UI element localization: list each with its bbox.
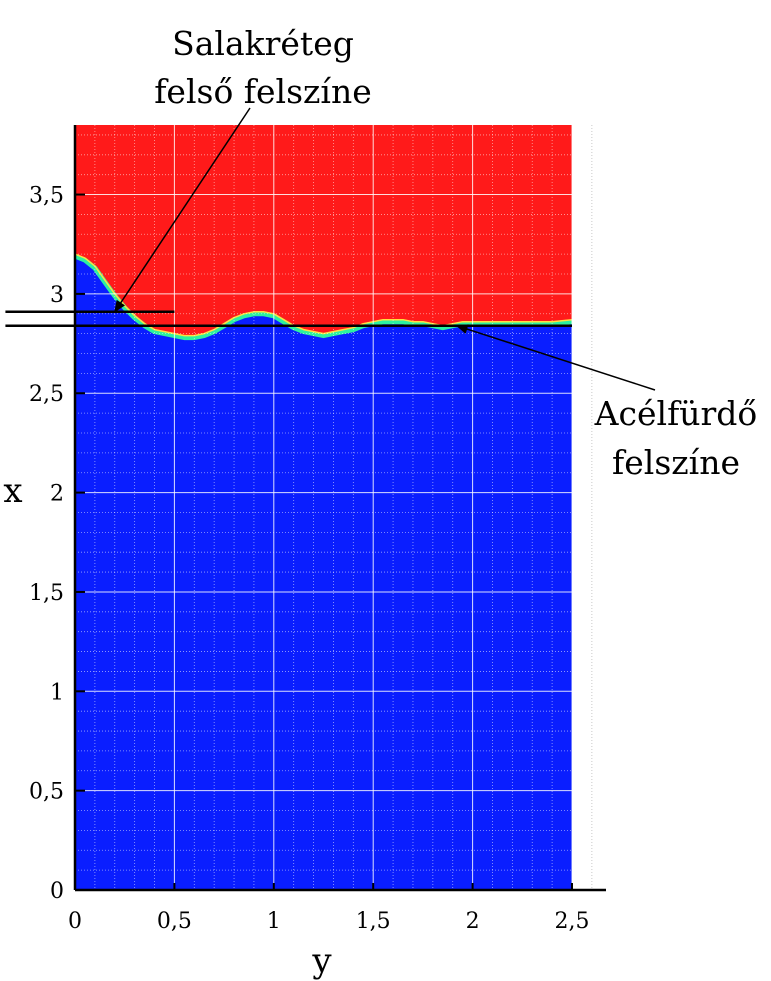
y-axis-title: x — [3, 471, 22, 511]
x-axis-title: y — [311, 941, 332, 981]
x-tick-label: 2 — [466, 909, 480, 934]
y-tick-label: 2 — [50, 482, 64, 507]
lower-phase-region — [75, 256, 572, 891]
steel-annotation-line1: Acélfürdő — [594, 394, 758, 433]
reference-lines — [5, 310, 572, 327]
tick-labels: 0 0,5 1 1,5 2 2,5 0 0,5 1 1,5 2 2,5 3 3,5 — [29, 184, 590, 934]
y-tick-label: 3 — [50, 283, 64, 308]
y-tick-label: 2,5 — [29, 382, 64, 407]
annotations: Salakréteg felső felszíne Acélfürdő felszín… — [114, 24, 758, 482]
y-tick-label: 1,5 — [29, 581, 64, 606]
y-tick-label: 0 — [50, 879, 64, 904]
slag-annotation-arrow — [114, 107, 251, 313]
slag-annotation-line1: Salakréteg — [172, 24, 354, 63]
x-tick-label: 1 — [267, 909, 281, 934]
steel-annotation-line2: felszíne — [612, 443, 740, 482]
axes — [73, 125, 606, 892]
grid — [75, 125, 606, 890]
x-tick-label: 1,5 — [356, 909, 391, 934]
y-tick-label: 3,5 — [29, 184, 64, 209]
x-tick-label: 0,5 — [157, 909, 192, 934]
y-tick-label: 0,5 — [29, 780, 64, 805]
plot-area — [74, 125, 573, 891]
x-tick-label: 2,5 — [555, 909, 590, 934]
steel-annotation-arrow — [455, 324, 656, 391]
y-tick-label: 1 — [50, 680, 64, 705]
x-tick-label: 0 — [68, 909, 82, 934]
slag-annotation-line2: felső felszíne — [154, 72, 372, 111]
